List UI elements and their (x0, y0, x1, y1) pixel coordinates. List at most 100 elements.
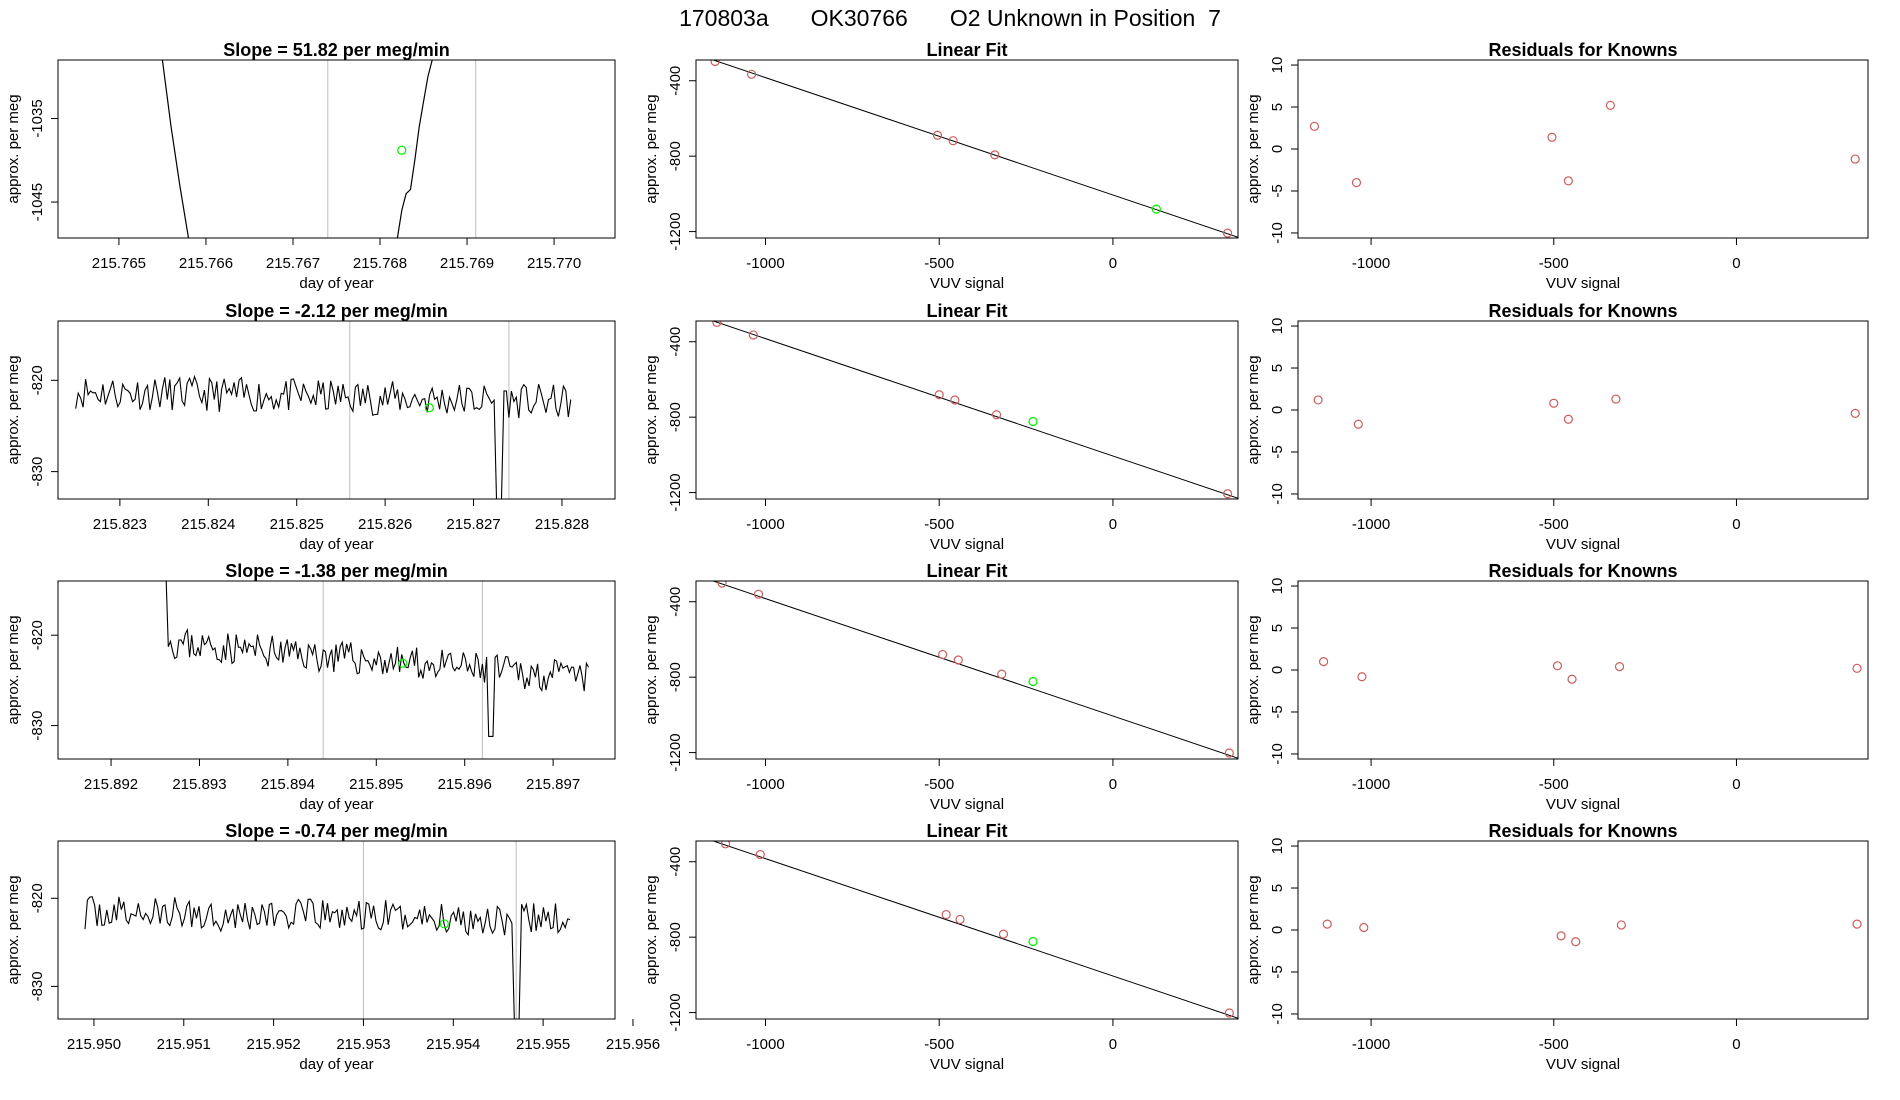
plot-area (713, 841, 1238, 1019)
residual-point (1313, 395, 1323, 405)
unknown-point (1028, 936, 1038, 947)
y-tick-label: -5 (1269, 705, 1286, 718)
y-tick-label: -5 (1269, 184, 1286, 197)
plot-area (84, 841, 571, 1019)
x-tick-label: 215.825 (270, 516, 324, 533)
x-tick-label: 215.893 (172, 776, 226, 793)
y-tick-label: -10 (1269, 222, 1286, 244)
x-tick-label: -1000 (746, 516, 784, 533)
residual-point (1351, 177, 1362, 188)
y-tick-label: -5 (1269, 965, 1286, 978)
unknown-point (1028, 416, 1038, 427)
residual-point (1614, 662, 1625, 672)
fit-line (713, 841, 1238, 1019)
x-tick-label: 215.897 (526, 776, 580, 793)
x-tick-label: -500 (1539, 776, 1569, 793)
x-tick-label: 0 (1732, 776, 1740, 793)
x-axis-label: VUV signal (1546, 1056, 1620, 1073)
panel-1-0: Linear Fit VUV signal approx. per meg -1000… (643, 40, 1239, 292)
known-point (717, 581, 727, 588)
y-tick-label: -10 (1269, 1003, 1286, 1025)
plot-area (164, 581, 589, 759)
plot-frame (1297, 840, 1869, 1020)
known-point (938, 649, 948, 660)
panel-title: Residuals for Knowns (1488, 301, 1677, 321)
known-point (950, 395, 960, 405)
plot-frame (695, 320, 1239, 500)
known-point (746, 69, 757, 79)
y-axis-label: approx. per meg (1245, 94, 1262, 203)
residual-point (1852, 919, 1862, 929)
residual-point (1616, 920, 1626, 930)
x-axis-label: day of year (299, 536, 373, 553)
panel-title: Linear Fit (926, 301, 1007, 321)
known-point (748, 330, 758, 340)
plot-area (1318, 657, 1862, 684)
fit-line (713, 321, 1238, 499)
y-tick-label: -800 (667, 402, 684, 432)
x-tick-label: 215.956 (606, 1036, 660, 1053)
panel-title: Residuals for Knowns (1488, 821, 1677, 841)
panel-0-2: Slope = -1.38 per meg/min day of year appr… (5, 561, 616, 813)
x-tick-label: -500 (1539, 1036, 1569, 1053)
y-tick-label: 0 (1269, 666, 1286, 674)
residual-point (1552, 661, 1563, 671)
y-axis-label: approx. per meg (1245, 355, 1262, 464)
known-point (753, 589, 764, 599)
known-point (955, 914, 965, 925)
known-point (998, 929, 1009, 939)
panel-title: Linear Fit (926, 561, 1007, 581)
unknown-point (439, 919, 449, 929)
x-tick-label: -500 (1539, 255, 1569, 272)
unknown-point (1151, 204, 1161, 214)
x-axis-label: VUV signal (930, 536, 1004, 553)
panel-title: Linear Fit (926, 40, 1007, 60)
panel-0-0: Slope = 51.82 per meg/min day of year appr… (5, 40, 616, 292)
unknown-point (397, 145, 407, 155)
known-point (1224, 748, 1234, 758)
panel-title: Slope = -2.12 per meg/min (225, 301, 448, 321)
x-axis-label: VUV signal (930, 275, 1004, 292)
x-tick-label: 215.892 (84, 776, 138, 793)
x-tick-label: -1000 (1352, 776, 1390, 793)
x-tick-label: 0 (1109, 255, 1117, 272)
y-tick-label: -830 (29, 457, 46, 487)
x-tick-label: 215.768 (353, 255, 407, 272)
residual-point (1309, 121, 1320, 131)
y-axis-label: approx. per meg (643, 94, 660, 203)
x-tick-label: 215.950 (67, 1036, 121, 1053)
residual-point (1567, 674, 1577, 684)
known-point (990, 150, 1000, 160)
panel-title: Slope = -1.38 per meg/min (225, 561, 448, 581)
x-tick-label: -1000 (1352, 255, 1390, 272)
y-tick-label: -5 (1269, 445, 1286, 458)
plot-frame (695, 840, 1239, 1020)
x-tick-label: -500 (1539, 516, 1569, 533)
y-tick-label: -830 (29, 971, 46, 1001)
plot-area (1309, 100, 1860, 188)
x-axis-label: VUV signal (1546, 796, 1620, 813)
fit-line (713, 581, 1238, 759)
y-tick-label: -10 (1269, 743, 1286, 765)
plot-area (161, 60, 477, 238)
known-point (1222, 489, 1233, 499)
y-axis-label: approx. per meg (1245, 875, 1262, 984)
plot-area (713, 581, 1238, 759)
y-tick-label: -1200 (667, 733, 684, 771)
x-tick-label: 0 (1109, 1036, 1117, 1053)
y-axis-label: approx. per meg (5, 94, 22, 203)
x-axis-label: VUV signal (930, 1056, 1004, 1073)
panel-title: Slope = 51.82 per meg/min (223, 40, 450, 60)
y-tick-label: -1045 (29, 183, 46, 221)
plot-frame (695, 580, 1239, 760)
residual-point (1850, 408, 1860, 418)
y-tick-label: -800 (667, 141, 684, 171)
panel-1-2: Linear Fit VUV signal approx. per meg -1000… (643, 561, 1239, 813)
x-tick-label: -1000 (1352, 1036, 1390, 1053)
y-tick-label: 5 (1269, 364, 1286, 372)
x-axis-label: day of year (299, 1056, 373, 1073)
x-tick-label: 215.896 (438, 776, 492, 793)
y-tick-label: -1200 (667, 212, 684, 250)
panel-0-3: Slope = -0.74 per meg/min day of year appr… (5, 821, 660, 1073)
